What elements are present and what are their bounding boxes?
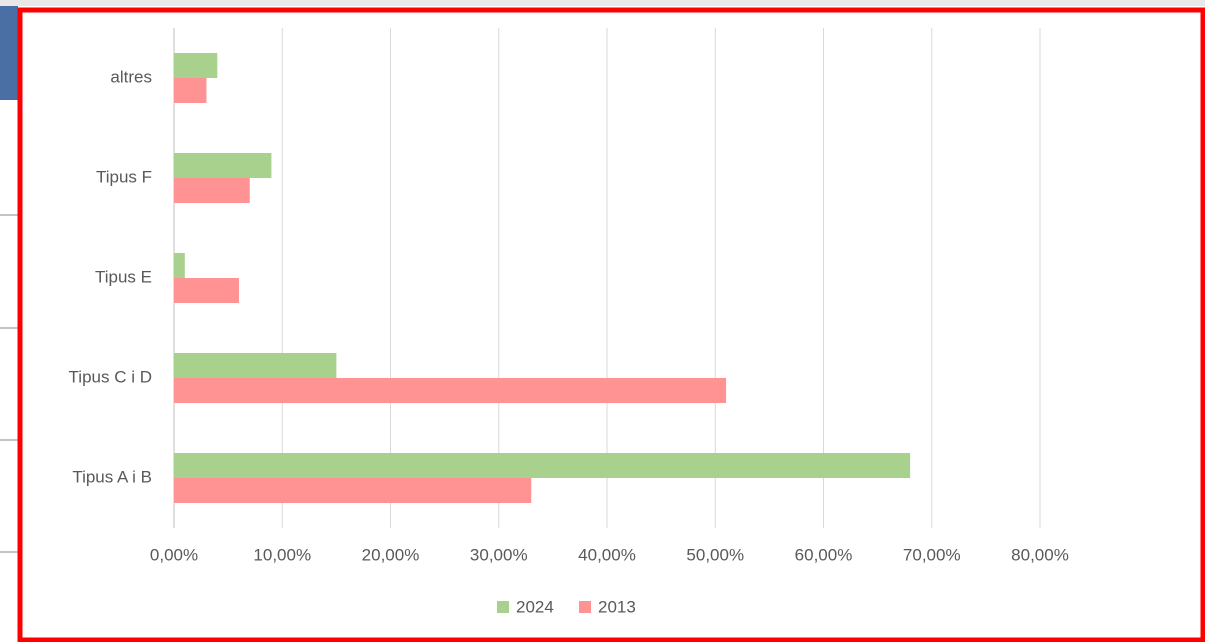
bar	[174, 278, 239, 303]
bar	[174, 353, 337, 378]
x-tick-label: 70,00%	[903, 545, 961, 564]
x-tick-label: 50,00%	[686, 545, 744, 564]
legend-swatch	[579, 601, 591, 613]
y-tick-label: altres	[110, 67, 152, 86]
legend-label: 2013	[598, 597, 636, 616]
y-tick-label: Tipus C i D	[69, 367, 152, 386]
background-strip	[0, 0, 1205, 6]
x-tick-label: 40,00%	[578, 545, 636, 564]
highlight-frame	[17, 7, 1205, 642]
bar	[174, 453, 911, 478]
legend-swatch	[497, 601, 509, 613]
x-tick-label: 0,00%	[150, 545, 198, 564]
y-tick-label: Tipus E	[95, 267, 152, 286]
bar	[174, 253, 185, 278]
x-tick-label: 60,00%	[795, 545, 853, 564]
bar	[174, 53, 218, 78]
bar	[174, 78, 207, 103]
bar	[174, 178, 250, 203]
bar	[174, 478, 532, 503]
x-tick-label: 30,00%	[470, 545, 528, 564]
legend-label: 2024	[516, 597, 554, 616]
y-tick-label: Tipus A i B	[72, 467, 152, 486]
y-tick-label: Tipus F	[96, 167, 152, 186]
x-tick-label: 10,00%	[253, 545, 311, 564]
chart: 0,00% 10,00% 20,00% 30,00% 40,00% 50,00% 60,00…	[69, 28, 1069, 616]
bar	[174, 153, 272, 178]
background-window	[0, 0, 18, 100]
x-tick-label: 80,00%	[1011, 545, 1069, 564]
bar	[174, 378, 727, 403]
x-tick-label: 20,00%	[362, 545, 420, 564]
